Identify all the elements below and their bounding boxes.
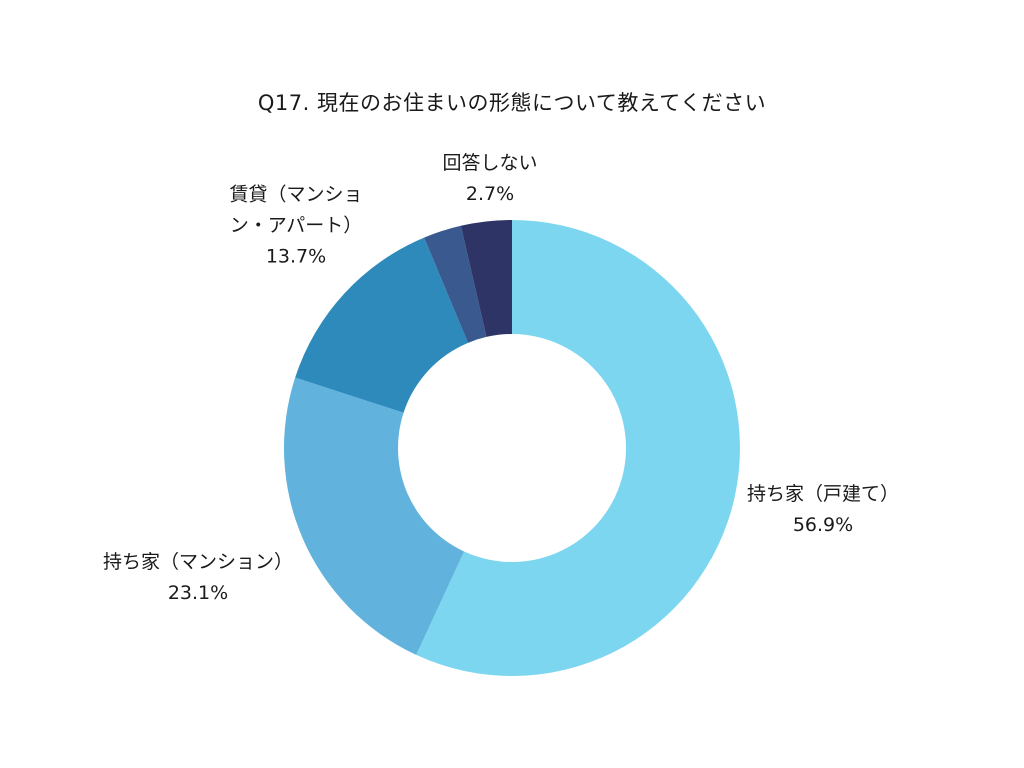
slice-category-label: 持ち家（戸建て） [747,483,899,505]
labels-layer: 持ち家（戸建て） 56.9% 持ち家（マンション） 23.1% 賃貸（マンション・アパー… [103,152,899,604]
slices-layer [283,220,740,676]
slice-category-label: 持ち家（マンション） [103,551,293,573]
slice-label-1: 持ち家（マンション） 23.1% [103,551,293,604]
slice-2 [295,237,469,413]
slice-1 [283,377,465,655]
slice-value-label: 56.9% [793,514,853,536]
chart-title: Q17. 現在のお住まいの形態について教えてください [257,91,767,115]
slice-label-0: 持ち家（戸建て） 56.9% [747,483,899,536]
slice-0 [416,220,740,676]
slice-category-label: 回答しない [442,152,537,174]
slice-category-label: 賃貸（マンショ [229,184,362,206]
slice-value-label: 2.7% [466,183,514,205]
slice-label-3: 回答しない 2.7% [442,152,537,205]
slice-3 [424,225,487,343]
slice-4 [460,220,512,337]
slice-value-label: 13.7% [266,246,326,268]
slice-label-2: 賃貸（マンション・アパート） 13.7% [229,184,362,268]
slice-category-label: ン・アパート） [230,215,363,237]
slice-value-label: 23.1% [168,582,228,604]
